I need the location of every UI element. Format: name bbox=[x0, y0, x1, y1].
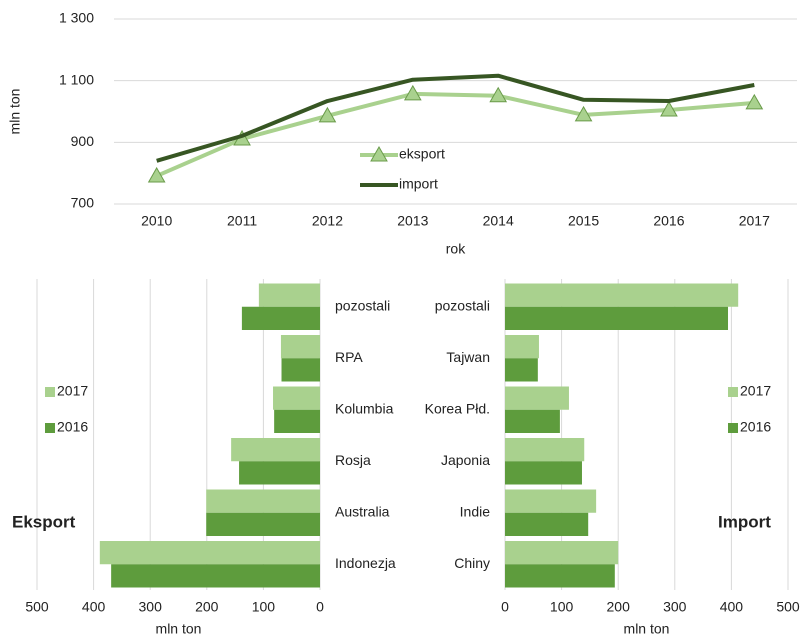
category-label: Indie bbox=[460, 503, 491, 519]
legend-label: 2016 bbox=[57, 419, 88, 435]
y-tick-label: 1 300 bbox=[59, 10, 94, 26]
category-label: Japonia bbox=[441, 452, 490, 468]
x-tick-label: 2014 bbox=[483, 213, 514, 229]
bar bbox=[505, 283, 739, 307]
legend-label: 2016 bbox=[740, 419, 771, 435]
marker bbox=[745, 93, 764, 110]
x-tick-label: 2016 bbox=[653, 213, 684, 229]
x-tick-label: 2017 bbox=[739, 213, 770, 229]
category-label: RPA bbox=[335, 349, 363, 365]
category-label: Korea Płd. bbox=[425, 400, 490, 416]
x-axis-title: mln ton bbox=[156, 621, 202, 637]
marker bbox=[660, 100, 678, 117]
category-label: pozostali bbox=[435, 297, 490, 313]
x-tick-label: 300 bbox=[663, 599, 687, 615]
chart-title: Import bbox=[718, 512, 771, 531]
bar bbox=[505, 409, 560, 433]
category-label: Kolumbia bbox=[335, 400, 394, 416]
y-tick-label: 700 bbox=[71, 195, 95, 211]
marker bbox=[574, 105, 593, 122]
bar bbox=[505, 386, 569, 410]
bar bbox=[231, 438, 320, 462]
x-axis-title: mln ton bbox=[624, 621, 670, 637]
bar bbox=[505, 512, 589, 536]
x-tick-label: 500 bbox=[776, 599, 800, 615]
x-tick-label: 400 bbox=[82, 599, 106, 615]
x-tick-label: 2012 bbox=[312, 213, 343, 229]
bar bbox=[505, 489, 597, 513]
bar bbox=[274, 409, 320, 433]
x-tick-label: 2011 bbox=[227, 213, 257, 229]
bar bbox=[505, 461, 582, 485]
x-tick-label: 100 bbox=[550, 599, 574, 615]
bar bbox=[206, 512, 320, 536]
bar bbox=[258, 283, 320, 307]
marker bbox=[489, 86, 508, 103]
marker bbox=[147, 166, 166, 183]
category-label: pozostali bbox=[335, 297, 390, 313]
y-tick-label: 900 bbox=[71, 133, 95, 149]
bar bbox=[505, 438, 585, 462]
x-tick-label: 100 bbox=[252, 599, 276, 615]
x-tick-label: 200 bbox=[195, 599, 219, 615]
x-tick-label: 2010 bbox=[141, 213, 172, 229]
bar bbox=[505, 541, 619, 565]
legend-label: 2017 bbox=[740, 383, 771, 399]
legend-swatch bbox=[728, 423, 738, 433]
line-series bbox=[155, 91, 755, 178]
category-label: Chiny bbox=[454, 555, 490, 571]
bar bbox=[241, 306, 320, 330]
category-label: Indonezja bbox=[335, 555, 396, 571]
legend-swatch bbox=[728, 387, 738, 397]
x-tick-label: 0 bbox=[501, 599, 509, 615]
legend-marker bbox=[370, 145, 388, 162]
x-tick-label: 200 bbox=[607, 599, 631, 615]
x-tick-label: 2015 bbox=[568, 213, 599, 229]
bar bbox=[505, 335, 539, 359]
category-label: Tajwan bbox=[446, 349, 490, 365]
chart-title: Eksport bbox=[12, 512, 76, 531]
legend-swatch bbox=[45, 387, 55, 397]
bar bbox=[239, 461, 320, 485]
category-label: Rosja bbox=[335, 452, 371, 468]
marker bbox=[403, 84, 422, 101]
x-tick-label: 0 bbox=[316, 599, 324, 615]
legend-swatch bbox=[45, 423, 55, 433]
bar bbox=[281, 358, 320, 382]
bar bbox=[99, 541, 321, 565]
bar bbox=[273, 386, 320, 410]
line-series bbox=[156, 73, 755, 163]
x-tick-label: 500 bbox=[25, 599, 49, 615]
x-axis-title: rok bbox=[446, 241, 466, 257]
bar bbox=[111, 564, 321, 588]
x-tick-label: 400 bbox=[720, 599, 744, 615]
x-tick-label: 2013 bbox=[397, 213, 428, 229]
bar bbox=[505, 306, 729, 330]
category-label: Australia bbox=[335, 503, 390, 519]
marker bbox=[318, 106, 337, 123]
bar bbox=[505, 358, 538, 382]
y-tick-label: 1 100 bbox=[59, 71, 94, 87]
bar bbox=[206, 489, 320, 513]
x-tick-label: 300 bbox=[139, 599, 163, 615]
bar bbox=[280, 335, 320, 359]
bar bbox=[505, 564, 615, 588]
legend-label: 2017 bbox=[57, 383, 88, 399]
y-axis-title: mln ton bbox=[7, 89, 23, 135]
legend-label: import bbox=[399, 176, 438, 192]
legend-label: eksport bbox=[399, 146, 445, 162]
